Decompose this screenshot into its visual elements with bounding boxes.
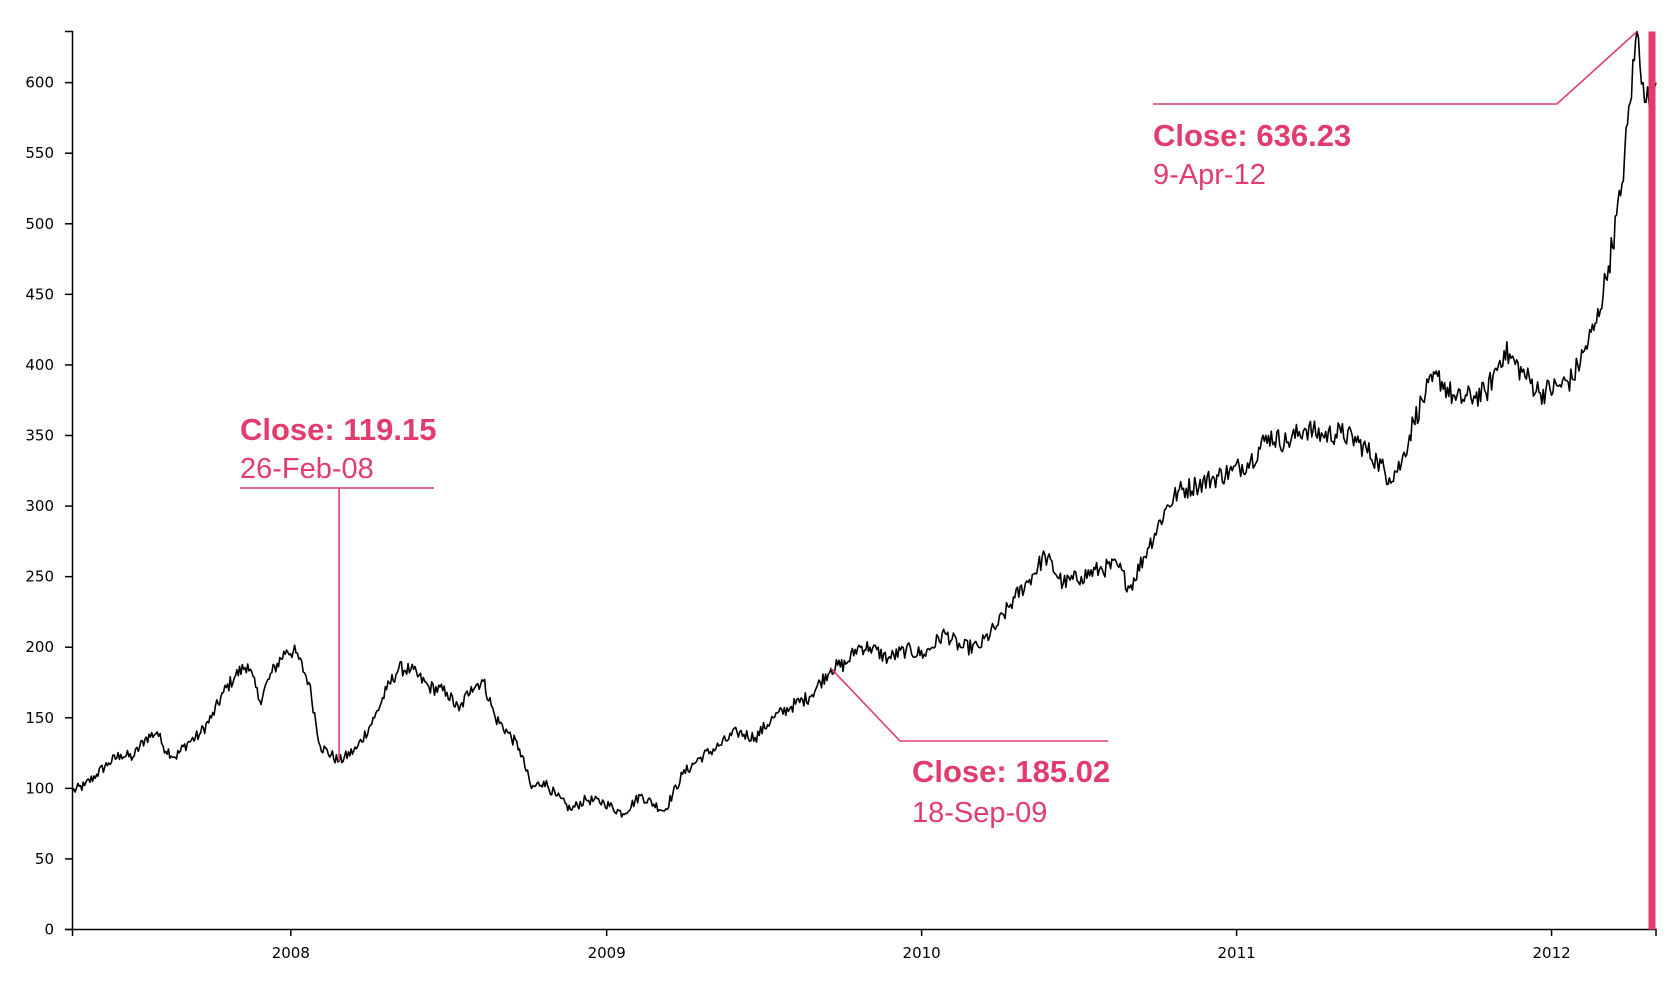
y-tick-label: 550 xyxy=(25,144,54,162)
y-tick-label: 600 xyxy=(25,74,54,92)
y-tick-label: 500 xyxy=(25,215,54,233)
y-tick-label: 350 xyxy=(25,426,54,444)
y-tick-label: 400 xyxy=(25,356,54,374)
x-tick-label: 2010 xyxy=(903,944,941,962)
annotation-connector xyxy=(240,487,434,762)
close-price-line xyxy=(71,30,1657,818)
annotation-close-label: Close: 185.02 xyxy=(912,754,1110,789)
annotation-connector xyxy=(1153,30,1638,105)
axes: 0 50 100 150 200 250 300 350 400 450 500 550 600 200… xyxy=(25,30,1657,962)
annotation-feb-08: Close: 119.15 26-Feb-08 xyxy=(240,412,436,762)
annotation-date-label: 26-Feb-08 xyxy=(240,453,374,485)
y-tick-label: 150 xyxy=(25,709,54,727)
annotation-apr-12: Close: 636.23 9-Apr-12 xyxy=(1153,30,1638,191)
x-tick-label: 2011 xyxy=(1218,944,1256,962)
y-axis-line xyxy=(65,30,74,931)
y-ticks: 0 50 100 150 200 250 300 350 400 450 500 550 600 xyxy=(25,74,73,939)
x-tick-label: 2009 xyxy=(588,944,626,962)
y-tick-label: 250 xyxy=(25,568,54,586)
annotation-sep-09: Close: 185.02 18-Sep-09 xyxy=(830,667,1110,829)
y-tick-label: 100 xyxy=(25,779,54,797)
y-tick-label: 0 xyxy=(44,921,54,939)
x-tick-label: 2008 xyxy=(272,944,310,962)
annotation-close-label: Close: 119.15 xyxy=(240,412,436,447)
annotation-connector xyxy=(830,667,1108,742)
annotation-date-label: 9-Apr-12 xyxy=(1153,159,1266,191)
x-ticks: 2008 2009 2010 2011 2012 xyxy=(272,929,1571,962)
annotation-close-label: Close: 636.23 xyxy=(1153,118,1351,153)
y-tick-label: 200 xyxy=(25,638,54,656)
x-tick-label: 2012 xyxy=(1532,944,1570,962)
annotation-date-label: 18-Sep-09 xyxy=(912,797,1047,829)
y-tick-label: 300 xyxy=(25,497,54,515)
y-tick-label: 50 xyxy=(35,850,54,868)
x-axis-line xyxy=(71,928,1657,936)
y-tick-label: 450 xyxy=(25,285,54,303)
